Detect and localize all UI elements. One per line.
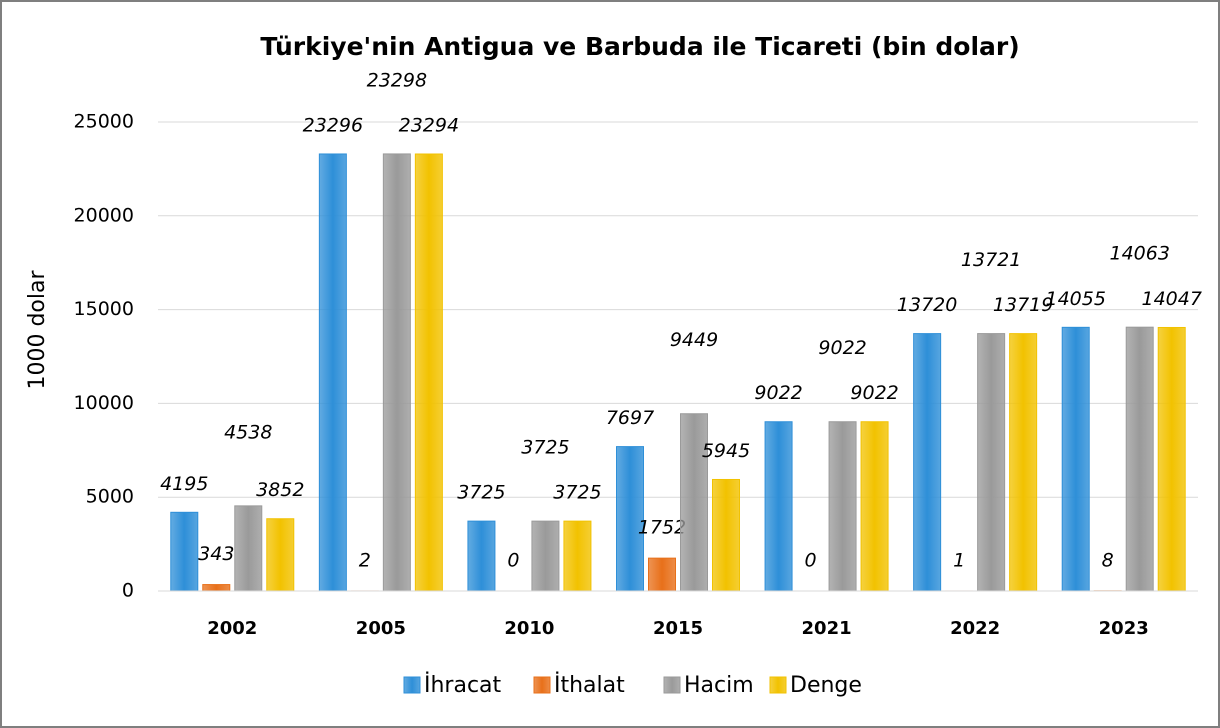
value-label: 0	[507, 550, 519, 572]
bar	[764, 421, 793, 592]
value-label: 1	[953, 549, 965, 571]
bar	[531, 520, 560, 592]
bar	[860, 421, 889, 592]
bar	[616, 446, 644, 592]
bar	[648, 557, 676, 592]
bar	[467, 520, 496, 592]
value-label: 13719	[993, 294, 1053, 316]
x-tick-label: 2005	[356, 618, 406, 639]
value-label: 3725	[457, 482, 505, 504]
bar	[170, 511, 199, 592]
value-label: 13720	[897, 294, 957, 316]
value-label: 14047	[1141, 288, 1201, 310]
bar	[202, 584, 231, 592]
x-tick-label: 2023	[1099, 618, 1149, 639]
value-label: 3725	[553, 482, 601, 504]
value-label: 9022	[818, 337, 866, 359]
bar	[266, 518, 295, 592]
bar	[1157, 326, 1186, 592]
x-tick-label: 2015	[653, 618, 703, 639]
value-label: 9449	[670, 329, 718, 351]
y-tick-label: 25000	[74, 111, 134, 133]
value-label: 4538	[224, 421, 272, 443]
value-label: 9022	[850, 382, 898, 404]
x-tick-label: 2002	[207, 618, 257, 639]
y-tick-label: 5000	[86, 486, 134, 508]
legend-swatch	[403, 676, 421, 694]
value-label: 8	[1102, 549, 1114, 571]
y-tick-label: 20000	[74, 204, 134, 226]
bar	[1009, 333, 1038, 592]
bar	[977, 333, 1006, 592]
bar	[382, 153, 411, 592]
bar	[563, 520, 592, 592]
value-label: 0	[805, 550, 817, 572]
bar	[712, 478, 740, 592]
legend-swatch	[663, 676, 681, 694]
bar	[828, 421, 857, 592]
y-tick-label: 0	[122, 580, 134, 602]
y-axis-label: 1000 dolar	[25, 270, 50, 390]
value-label: 343	[198, 543, 234, 565]
bar	[414, 153, 443, 592]
bar	[1061, 326, 1090, 592]
value-label: 2	[359, 549, 371, 571]
value-label: 23298	[367, 69, 427, 91]
value-label: 3852	[256, 479, 304, 501]
value-label: 13721	[961, 249, 1021, 271]
value-label: 23296	[303, 114, 363, 136]
value-label: 7697	[606, 407, 654, 429]
bar	[913, 333, 942, 592]
legend-label: Denge	[790, 673, 862, 698]
value-label: 3725	[521, 437, 569, 459]
legend-swatch	[533, 676, 551, 694]
bar	[234, 505, 263, 592]
legend-label: İhracat	[424, 672, 502, 698]
value-label: 14063	[1109, 243, 1169, 265]
value-label: 4195	[160, 473, 208, 495]
value-label: 5945	[702, 440, 750, 462]
x-tick-label: 2021	[802, 618, 852, 639]
legend-label: Hacim	[684, 673, 754, 698]
bar	[1125, 326, 1154, 592]
value-label: 9022	[754, 382, 802, 404]
legend-swatch	[769, 676, 787, 694]
value-label: 14055	[1045, 288, 1105, 310]
value-label: 1752	[638, 517, 686, 539]
y-tick-label: 15000	[74, 298, 134, 320]
value-label: 23294	[399, 115, 459, 137]
x-tick-label: 2022	[950, 618, 1000, 639]
bar	[318, 153, 347, 592]
bar	[680, 413, 708, 592]
chart-title: Türkiye'nin Antigua ve Barbuda ile Ticar…	[260, 32, 1019, 61]
y-tick-label: 10000	[74, 392, 134, 414]
x-tick-label: 2010	[504, 618, 554, 639]
legend-label: İthalat	[554, 672, 625, 698]
